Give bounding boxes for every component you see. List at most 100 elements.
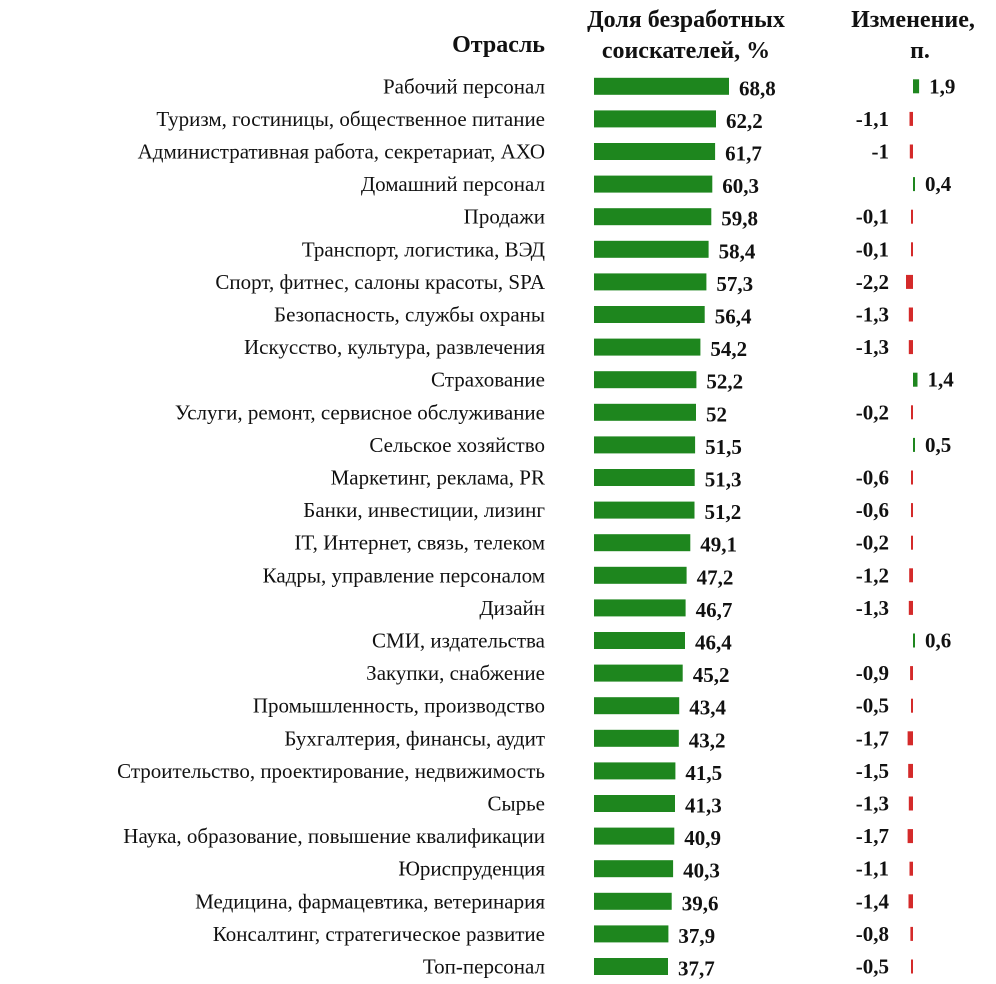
category-label: Туризм, гостиницы, общественное питание [156, 107, 545, 131]
share-value-label: 47,2 [697, 565, 734, 589]
chart-row: Искусство, культура, развлечения 54,2 -1,3 [244, 335, 913, 361]
share-bar [594, 175, 713, 193]
share-bar [594, 240, 709, 258]
chart-row: Услуги, ремонт, сервисное обслуживание 52… [175, 400, 913, 426]
change-value-label: -0,8 [856, 922, 889, 946]
share-bar [594, 566, 687, 584]
share-value-label: 52,2 [706, 370, 743, 394]
change-bar [911, 405, 913, 420]
change-bar [908, 600, 913, 615]
category-label: Консалтинг, стратегическое развитие [213, 922, 545, 946]
change-bar [908, 307, 913, 322]
change-bar [913, 177, 915, 192]
share-value-label: 51,3 [705, 468, 742, 492]
change-bar [913, 437, 915, 452]
share-value-label: 51,5 [705, 435, 742, 459]
chart-row: Консалтинг, стратегическое развитие 37,9 -… [213, 922, 913, 948]
share-bar [594, 501, 695, 519]
change-bar [908, 796, 913, 811]
change-value-label: -1,3 [856, 792, 889, 816]
change-value-label: -1,3 [856, 303, 889, 327]
change-value-label: 0,5 [925, 433, 951, 457]
share-value-label: 49,1 [700, 533, 737, 557]
chart-row: Продажи 59,8 -0,1 [464, 205, 913, 231]
category-label: IT, Интернет, связь, телеком [294, 531, 545, 555]
share-value-label: 57,3 [716, 272, 753, 296]
change-value-label: -0,5 [856, 694, 889, 718]
share-value-label: 56,4 [715, 305, 752, 329]
share-bar [594, 925, 669, 943]
share-bar [594, 632, 685, 649]
chart-row: Кадры, управление персоналом 47,2 -1,2 [263, 563, 913, 589]
change-bar [908, 894, 913, 909]
chart-row: Рабочий персонал 68,8 1,9 [383, 74, 955, 100]
category-label: Закупки, снабжение [366, 661, 545, 685]
share-bar [594, 762, 676, 780]
change-bar [913, 79, 920, 94]
share-bar [594, 729, 679, 747]
share-bar [594, 403, 696, 421]
category-label: Рабочий персонал [383, 74, 545, 98]
share-value-label: 43,2 [689, 728, 726, 752]
chart-row: Домашний персонал 60,3 0,4 [361, 172, 952, 198]
chart-row: IT, Интернет, связь, телеком 49,1 -0,2 [294, 531, 913, 557]
share-bar [594, 664, 683, 682]
share-bar [594, 534, 691, 552]
share-bar [594, 469, 695, 486]
change-bar [909, 144, 913, 159]
chart-row: Бухгалтерия, финансы, аудит 43,2 -1,7 [284, 726, 913, 752]
change-bar [906, 274, 913, 289]
category-label: Маркетинг, реклама, PR [331, 466, 545, 490]
change-value-label: 0,6 [925, 629, 951, 653]
share-bar [594, 892, 672, 910]
category-label: Строительство, проектирование, недвижимо… [117, 759, 545, 783]
change-bar [910, 926, 913, 941]
change-bar [907, 829, 913, 844]
share-value-label: 46,4 [695, 631, 732, 655]
change-value-label: 1,9 [929, 74, 955, 98]
chart-row: СМИ, издательства 46,4 0,6 [372, 629, 951, 655]
change-bar [909, 568, 913, 583]
chart-row: Юриспруденция 40,3 -1,1 [398, 857, 913, 883]
chart-row: Туризм, гостиницы, общественное питание 6… [156, 107, 913, 133]
chart-row: Наука, образование, повышение квалификац… [123, 824, 913, 850]
chart-row: Безопасность, службы охраны 56,4 -1,3 [274, 303, 913, 329]
share-value-label: 62,2 [726, 109, 763, 133]
chart-row: Сельское хозяйство 51,5 0,5 [369, 433, 951, 459]
category-label: Наука, образование, повышение квалификац… [123, 824, 545, 848]
chart-row: Банки, инвестиции, лизинг 51,2 -0,6 [303, 498, 913, 524]
share-bar [594, 827, 675, 845]
share-bar [594, 795, 675, 812]
share-bar [594, 436, 696, 454]
share-value-label: 41,3 [685, 794, 722, 818]
chart-row: Маркетинг, реклама, PR 51,3 -0,6 [331, 466, 913, 492]
change-bar [908, 340, 913, 355]
category-label: Услуги, ремонт, сервисное обслуживание [175, 400, 545, 424]
change-value-label: -1,2 [856, 563, 889, 587]
change-value-label: -0,9 [856, 661, 889, 685]
category-label: Сырье [487, 792, 545, 816]
chart-row: Административная работа, секретариат, АХ… [138, 140, 913, 166]
category-label: Продажи [464, 205, 545, 229]
category-label: Транспорт, логистика, ВЭД [302, 237, 545, 261]
change-value-label: -0,2 [856, 531, 889, 555]
change-value-label: 0,4 [925, 172, 952, 196]
category-label: Спорт, фитнес, салоны красоты, SPA [215, 270, 545, 294]
share-value-label: 61,7 [725, 142, 762, 166]
change-value-label: -0,1 [856, 205, 889, 229]
share-value-label: 60,3 [722, 174, 759, 198]
share-value-label: 40,9 [684, 826, 721, 850]
change-header-line2: п. [910, 38, 930, 64]
change-bar [910, 666, 913, 681]
share-bar [594, 697, 680, 715]
category-label: Юриспруденция [398, 857, 545, 881]
chart-row: Транспорт, логистика, ВЭД 58,4 -0,1 [302, 237, 913, 263]
chart-row: Строительство, проектирование, недвижимо… [117, 759, 913, 785]
change-value-label: -2,2 [856, 270, 889, 294]
change-bar [909, 861, 913, 876]
change-value-label: -0,5 [856, 955, 889, 979]
share-value-label: 59,8 [721, 207, 758, 231]
change-value-label: -1,3 [856, 335, 889, 359]
share-bar [594, 77, 729, 95]
change-header-line1: Изменение, [851, 7, 975, 33]
